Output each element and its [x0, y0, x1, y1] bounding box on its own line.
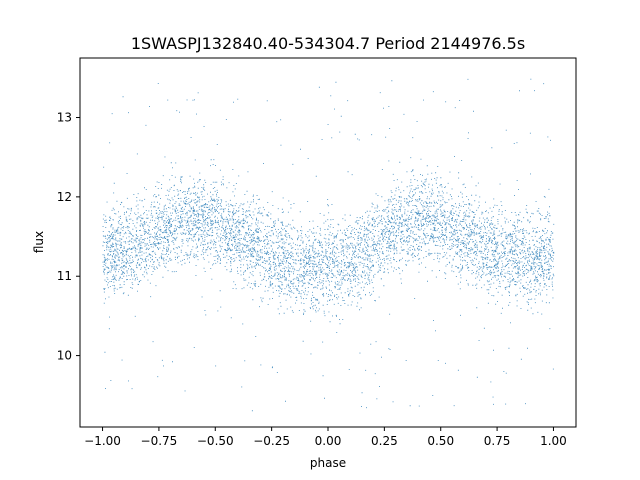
x-tick-label: 0.00 [315, 434, 342, 448]
y-tick-label: 13 [57, 111, 72, 125]
y-tick-label: 12 [57, 190, 72, 204]
x-tick-label: −1.00 [84, 434, 121, 448]
x-tick-label: −0.25 [253, 434, 290, 448]
x-tick-label: 1.00 [540, 434, 567, 448]
x-axis: −1.00 −0.75 −0.50 −0.25 0.00 0.25 0.50 0.75 1.00 [84, 427, 567, 448]
chart-title: 1SWASPJ132840.40-534304.7 Period 2144976… [131, 34, 525, 53]
x-tick-label: −0.50 [197, 434, 234, 448]
y-axis: 10 11 12 13 [57, 111, 80, 363]
y-tick-label: 11 [57, 269, 72, 283]
y-tick-label: 10 [57, 349, 72, 363]
x-axis-label: phase [310, 456, 346, 470]
x-tick-label: −0.75 [141, 434, 178, 448]
x-tick-label: 0.50 [427, 434, 454, 448]
y-axis-label: flux [32, 231, 46, 253]
x-tick-label: 0.75 [484, 434, 511, 448]
x-tick-label: 0.25 [371, 434, 398, 448]
